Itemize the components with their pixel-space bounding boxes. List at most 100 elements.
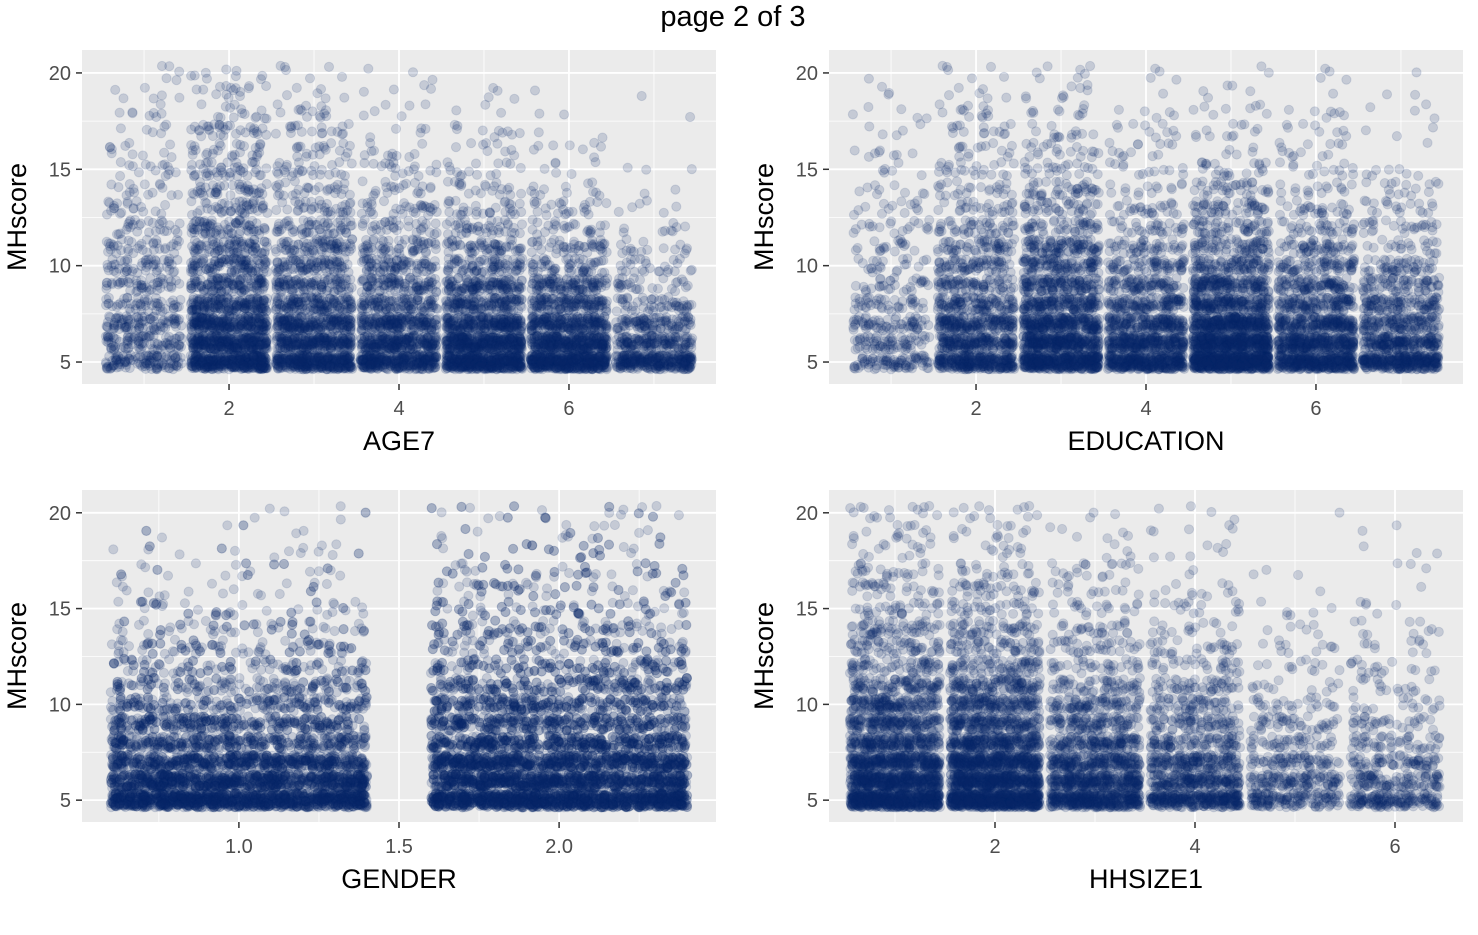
data-point	[174, 341, 183, 350]
data-point	[203, 148, 212, 157]
data-point	[249, 185, 258, 194]
data-point	[202, 363, 211, 372]
data-point	[271, 129, 280, 138]
data-point	[114, 280, 123, 289]
data-point	[231, 343, 240, 352]
figure: page 2 of 3 51015202 4 6AGE7MHscore5101520…	[0, 0, 1478, 935]
data-point	[340, 179, 349, 188]
data-point	[123, 277, 132, 286]
data-point	[318, 128, 327, 137]
data-point	[126, 216, 135, 225]
data-point	[116, 124, 125, 133]
data-point	[234, 235, 243, 244]
data-point	[152, 112, 161, 121]
data-point	[122, 267, 131, 276]
data-point	[102, 301, 111, 310]
data-point	[261, 358, 270, 367]
data-point	[167, 191, 176, 200]
data-point	[114, 183, 123, 192]
data-point	[137, 202, 146, 211]
data-point	[164, 282, 173, 291]
data-point	[286, 128, 295, 137]
data-point	[125, 188, 134, 197]
data-point	[251, 113, 260, 122]
data-point	[255, 171, 264, 180]
data-point	[188, 146, 197, 155]
data-point	[128, 150, 137, 159]
data-point	[165, 62, 174, 71]
data-point	[282, 91, 291, 100]
data-point	[315, 142, 324, 151]
data-point	[337, 170, 346, 179]
data-point	[162, 120, 171, 129]
data-point	[192, 254, 201, 263]
data-point	[343, 148, 352, 157]
data-point	[292, 83, 301, 92]
page-title: page 2 of 3	[660, 1, 805, 33]
data-point	[227, 207, 236, 216]
data-point	[235, 91, 244, 100]
data-point	[215, 303, 224, 312]
data-point	[230, 267, 239, 276]
data-point	[140, 83, 149, 92]
data-point	[236, 226, 245, 235]
data-point	[294, 158, 303, 167]
data-point	[165, 166, 174, 175]
data-point	[294, 105, 303, 114]
data-point	[216, 342, 225, 351]
data-point	[260, 224, 269, 233]
data-point	[345, 199, 354, 208]
data-point	[281, 178, 290, 187]
data-point	[112, 230, 121, 239]
data-point	[192, 85, 201, 94]
data-point	[116, 246, 125, 255]
data-point	[262, 238, 271, 247]
data-point	[187, 228, 196, 237]
data-point	[187, 197, 196, 206]
data-point	[130, 332, 139, 341]
data-point	[112, 356, 121, 365]
data-point	[239, 168, 248, 177]
data-point	[107, 338, 116, 347]
data-point	[190, 71, 199, 80]
data-point	[202, 158, 211, 167]
data-point	[141, 160, 150, 169]
data-point	[164, 317, 173, 326]
data-point	[172, 76, 181, 85]
data-point	[213, 223, 222, 232]
data-point	[169, 303, 178, 312]
data-point	[217, 356, 226, 365]
data-point	[222, 90, 231, 99]
data-point	[165, 332, 174, 341]
data-point	[156, 225, 165, 234]
data-point	[262, 321, 271, 330]
data-point	[262, 130, 271, 139]
data-point	[228, 181, 237, 190]
data-point	[248, 267, 257, 276]
data-point	[138, 151, 147, 160]
data-point	[257, 276, 266, 285]
data-point	[262, 81, 271, 90]
data-point	[115, 209, 124, 218]
data-point	[244, 200, 253, 209]
data-point	[296, 142, 305, 151]
data-point	[276, 108, 285, 117]
data-point	[116, 158, 125, 167]
data-point	[190, 122, 199, 131]
data-point	[340, 93, 349, 102]
data-point	[337, 72, 346, 81]
data-point	[227, 325, 236, 334]
data-point	[289, 225, 298, 234]
data-point	[212, 294, 221, 303]
data-point	[166, 140, 175, 149]
data-point	[191, 243, 200, 252]
data-point	[215, 120, 224, 129]
data-point	[255, 340, 264, 349]
data-point	[226, 191, 235, 200]
data-point	[215, 82, 224, 91]
data-point	[230, 150, 239, 159]
data-point	[203, 122, 212, 131]
data-point	[103, 322, 112, 331]
data-point	[231, 72, 240, 81]
